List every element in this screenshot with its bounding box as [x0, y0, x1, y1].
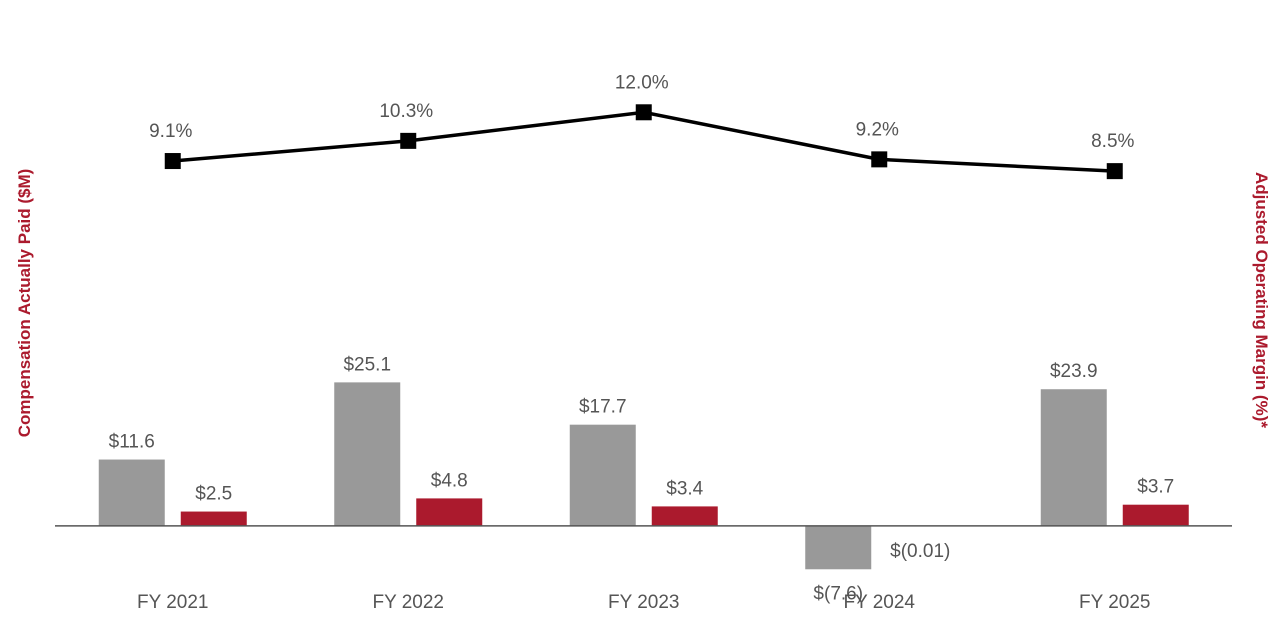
- bar-label-ceo-1: $25.1: [343, 354, 391, 375]
- bar-ceo-0: [98, 459, 165, 526]
- bar-label-ceo-0: $11.6: [109, 432, 155, 453]
- x-tick-labels: FY 2021 FY 2022 FY 2023 FY 2024 FY 2025: [137, 592, 1150, 613]
- y2-axis-title: Adjusted Operating Margin (%)*: [1252, 172, 1271, 428]
- bar-neo-0: [180, 511, 247, 526]
- margin-line: [172, 110, 1115, 173]
- x-tick-label-2: FY 2023: [608, 592, 679, 613]
- bar-label-ceo-4: $23.9: [1050, 361, 1098, 382]
- margin-marker-1: [400, 132, 417, 149]
- x-tick-label-1: FY 2022: [373, 592, 444, 613]
- bars-layer: [98, 382, 1189, 570]
- x-tick-label-4: FY 2025: [1079, 592, 1150, 613]
- bar-label-neo-2: $3.4: [666, 478, 703, 499]
- bar-labels-layer: $11.6 $2.5 $25.1 $4.8 $17.7 $3.4 $(7.6) $(0.01)…: [109, 354, 1175, 604]
- bar-ceo-4: [1040, 389, 1107, 526]
- line-layer: 9.1% 10.3% 12.0% 9.2% 8.5%: [149, 72, 1135, 180]
- margin-marker-3: [871, 151, 888, 168]
- bar-ceo-3: [805, 525, 872, 570]
- bar-label-ceo-3: $(7.6): [813, 583, 863, 604]
- bar-label-ceo-2: $17.7: [579, 397, 627, 418]
- bar-label-neo-4: $3.7: [1137, 477, 1174, 498]
- margin-marker-4: [1106, 163, 1123, 180]
- x-tick-label-3: FY 2024: [844, 592, 916, 613]
- bar-ceo-1: [334, 382, 401, 526]
- bar-neo-1: [416, 498, 483, 526]
- bar-ceo-2: [569, 424, 636, 526]
- margin-label-1: 10.3%: [379, 101, 433, 122]
- bar-neo-2: [651, 506, 718, 526]
- bar-label-neo-3: $(0.01): [890, 541, 950, 562]
- y-axis-title: Compensation Actually Paid ($M): [15, 169, 34, 438]
- bar-neo-4: [1122, 504, 1189, 526]
- margin-label-0: 9.1%: [149, 121, 192, 142]
- bar-label-neo-1: $4.8: [431, 470, 468, 491]
- margin-label-2: 12.0%: [615, 72, 669, 93]
- margin-marker-2: [635, 104, 652, 121]
- bar-label-neo-0: $2.5: [195, 484, 232, 505]
- margin-label-4: 8.5%: [1091, 131, 1134, 152]
- margin-marker-0: [164, 153, 181, 170]
- x-tick-label-0: FY 2021: [137, 592, 208, 613]
- margin-label-3: 9.2%: [856, 119, 899, 140]
